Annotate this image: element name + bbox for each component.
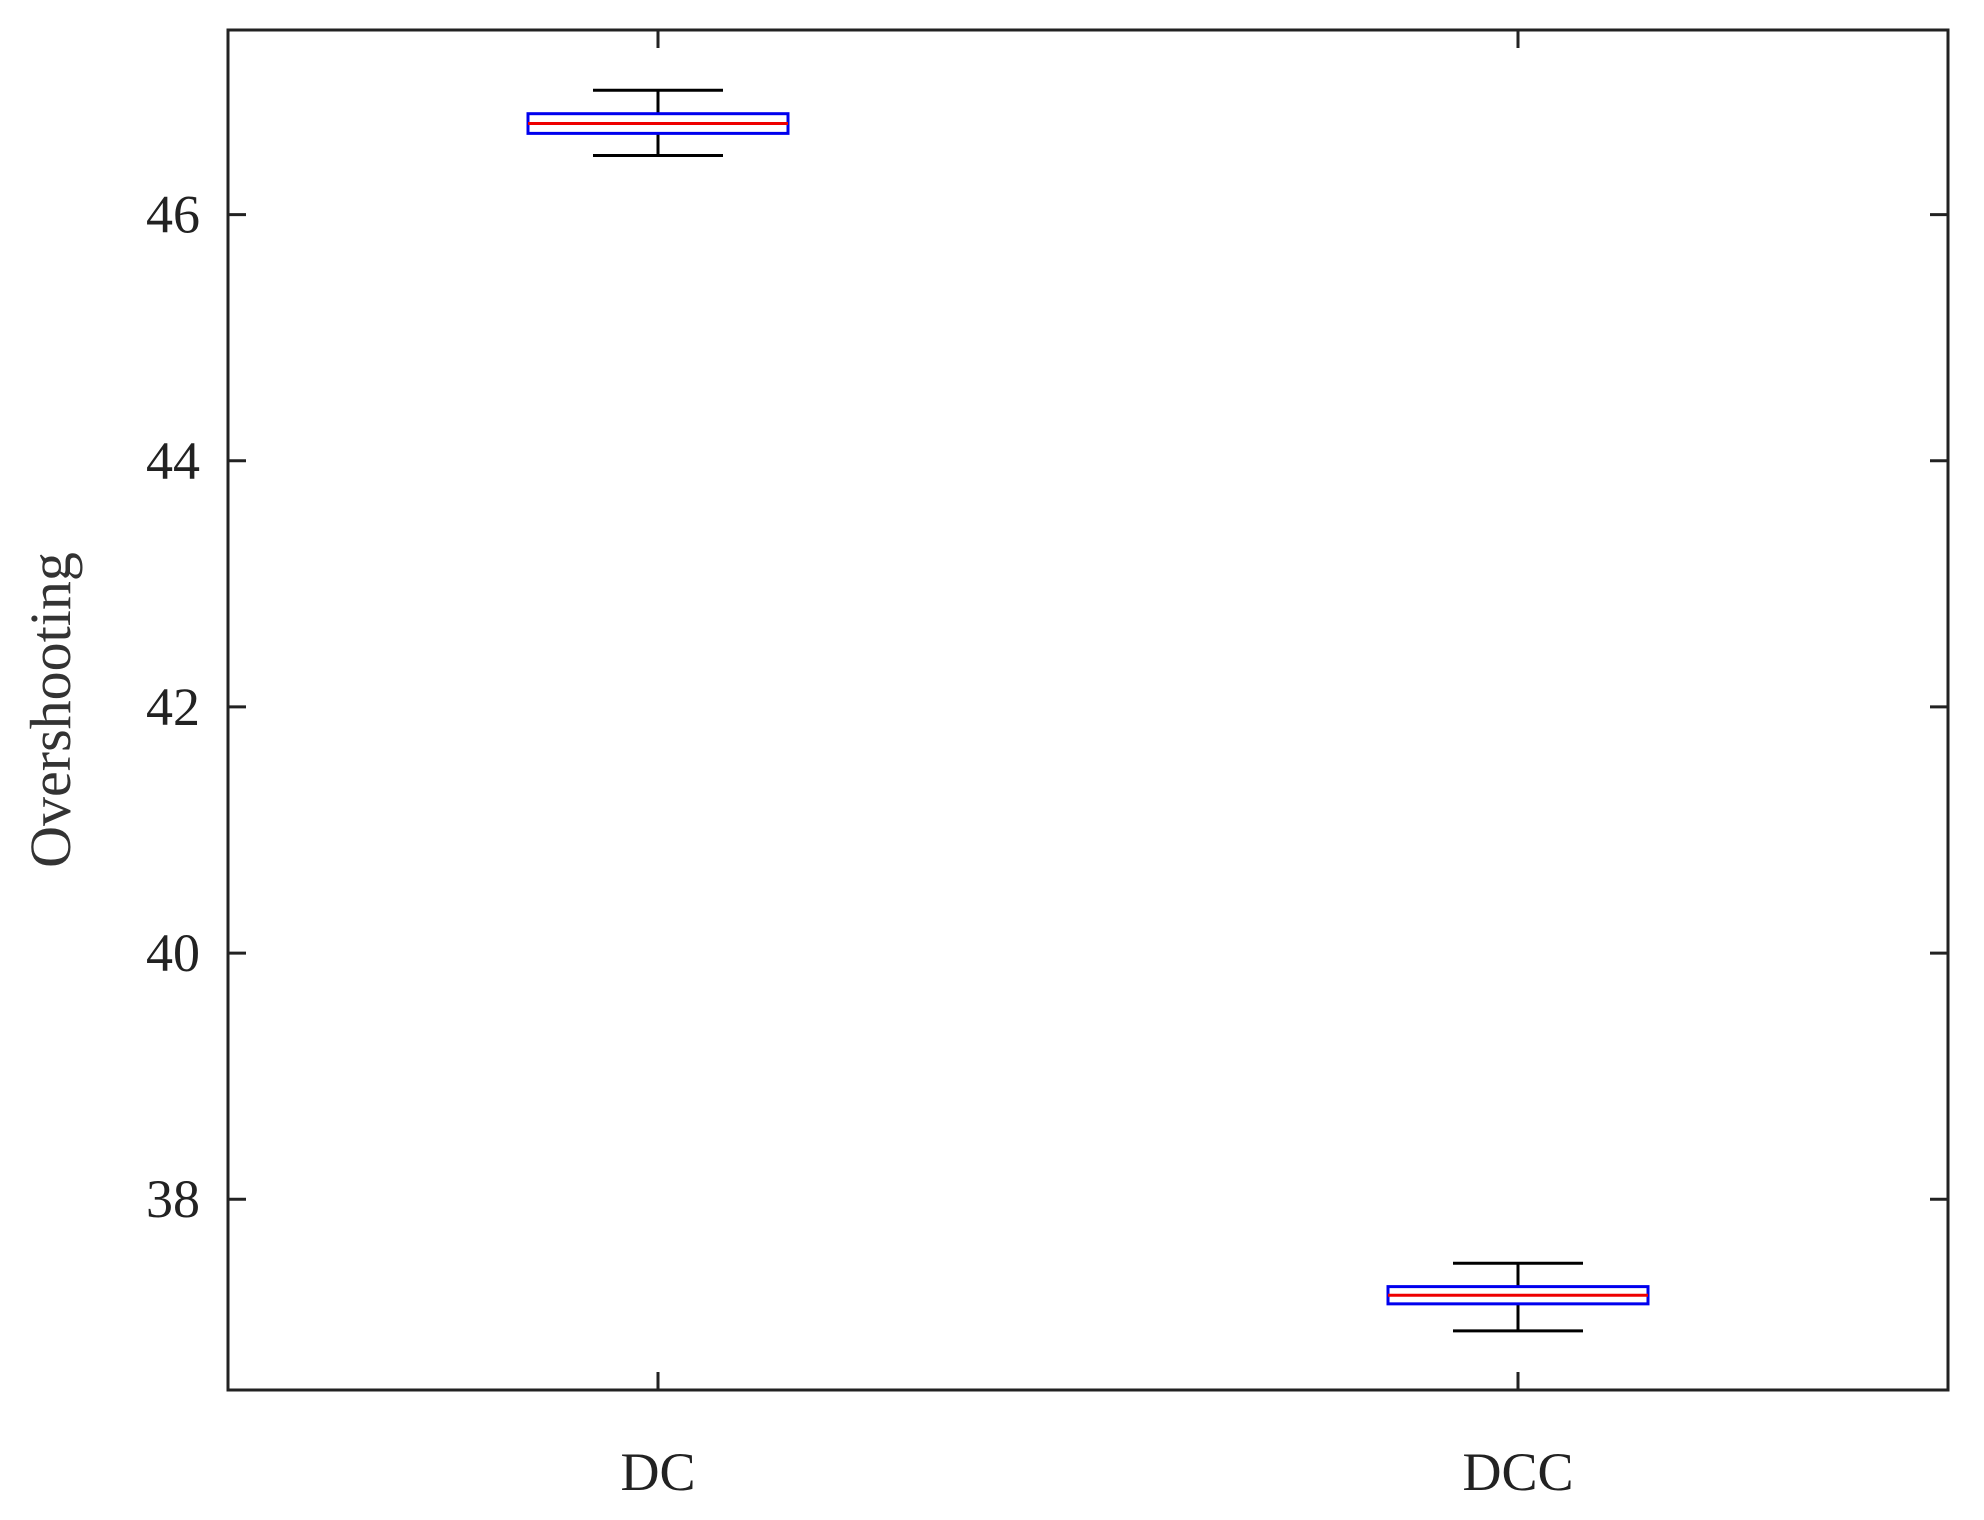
box-series [526,88,1650,1333]
y-tick-label: 38 [146,1169,200,1229]
y-axis-ticks: 38 40 42 44 46 [146,185,1948,1229]
x-tick-label: DC [620,1442,695,1502]
y-tick-label: 46 [146,185,200,245]
y-tick-label: 40 [146,923,200,983]
box-dcc [1386,1261,1650,1333]
y-tick-label: 42 [146,677,200,737]
y-tick-label: 44 [146,431,200,491]
y-axis-label: Overshooting [18,552,83,868]
plot-frame [226,28,1950,1392]
box-dc [526,88,790,158]
x-tick-label: DCC [1462,1442,1573,1502]
x-axis-ticks: DC DCC [620,30,1574,1502]
